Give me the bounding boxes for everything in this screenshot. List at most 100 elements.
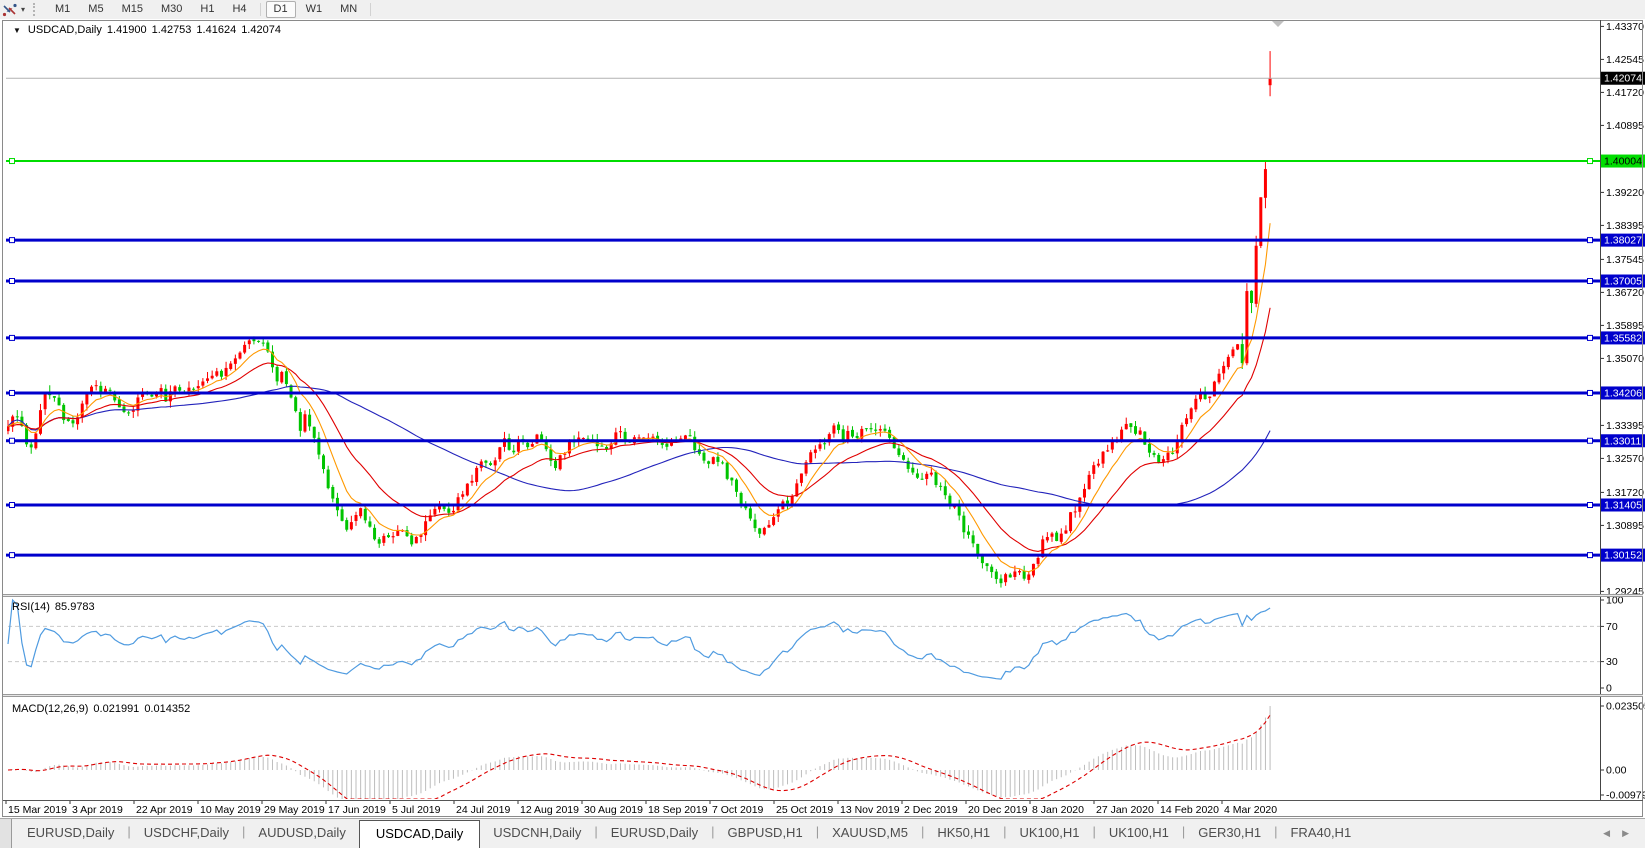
candle-body — [1129, 423, 1133, 428]
candle-body — [911, 467, 915, 473]
current-price-badge-bg — [1600, 71, 1645, 85]
tab-scroll-right-icon[interactable]: ▶ — [1622, 828, 1629, 838]
line-handle[interactable] — [9, 502, 15, 508]
tab-gbpusd-h1[interactable]: GBPUSD,H1 — [727, 825, 803, 840]
date-axis[interactable]: 15 Mar 2019 3 Apr 2019 22 Apr 2019 10 May 2… — [5, 800, 1277, 816]
tab-uk100-h1[interactable]: UK100,H1 — [1019, 825, 1080, 840]
date-label: 15 Mar 2019 — [8, 804, 67, 816]
line-handle[interactable] — [9, 334, 15, 341]
line-handle[interactable] — [9, 278, 15, 284]
tab-hk50-h1[interactable]: HK50,H1 — [937, 825, 991, 840]
chart-profile-icon[interactable] — [2, 3, 18, 17]
candle-body — [215, 371, 219, 376]
tab-audusd-daily[interactable]: AUDUSD,Daily — [258, 825, 346, 840]
macd-value-main: 0.021991 — [93, 703, 139, 715]
tab-eurusd-daily[interactable]: EURUSD,Daily — [27, 825, 115, 840]
chart-canvas[interactable]: 1.43370 1.42545 1.41720 1.40895 1.39220 1.383… — [0, 19, 1645, 819]
candle-body — [322, 455, 326, 470]
candle-body — [99, 385, 103, 395]
candle-body — [948, 495, 952, 507]
line-handle[interactable] — [1587, 437, 1593, 444]
price-tick-label: 1.43370 — [1606, 21, 1644, 33]
candle-body — [108, 389, 112, 391]
line-handle[interactable] — [1587, 278, 1593, 284]
chevron-down-icon[interactable]: ▾ — [21, 5, 26, 14]
tab-fra40-h1[interactable]: FRA40,H1 — [1290, 825, 1352, 840]
line-handle[interactable] — [9, 389, 15, 396]
open-value: 1.41900 — [106, 24, 147, 36]
candle-body — [294, 397, 298, 412]
candle-body — [809, 452, 813, 463]
timeframe-button-h1[interactable]: H1 — [200, 3, 215, 15]
line-handle[interactable] — [9, 158, 15, 165]
candle-body — [465, 483, 469, 496]
price-tick-label: 1.35895 — [1606, 320, 1644, 332]
candle-body — [1120, 429, 1124, 440]
candle-body — [141, 392, 145, 397]
price-axis[interactable]: 1.43370 1.42545 1.41720 1.40895 1.39220 1.383… — [1600, 21, 1645, 802]
panel-splitter[interactable] — [3, 694, 1643, 697]
candle-body — [345, 520, 349, 530]
candle-body — [772, 517, 776, 525]
timeframe-button-m5[interactable]: M5 — [88, 3, 104, 15]
tab-eurusd-daily[interactable]: EURUSD,Daily — [610, 825, 699, 840]
candle-body — [748, 508, 752, 519]
collapse-triangle-icon[interactable]: ▼ — [13, 25, 21, 35]
current-price-badge: 1.42074 — [1604, 73, 1642, 85]
timeframe-button-h4[interactable]: H4 — [232, 3, 247, 15]
toolbar-grip[interactable] — [33, 3, 39, 16]
candle-body — [1268, 78, 1272, 86]
timeframe-button-mn[interactable]: MN — [340, 3, 358, 15]
rsi-name: RSI(14) — [12, 601, 50, 613]
tab-scroll-left-icon[interactable]: ◀ — [1603, 828, 1611, 838]
candle-body — [1124, 423, 1128, 430]
candle-body — [331, 487, 335, 499]
tab-uk100-h1[interactable]: UK100,H1 — [1108, 825, 1169, 840]
line-handle[interactable] — [9, 437, 15, 444]
timeframe-button-d1[interactable]: D1 — [265, 1, 296, 18]
timeframe-button-m15[interactable]: M15 — [121, 3, 143, 15]
line-handle[interactable] — [1587, 389, 1593, 396]
line-handle[interactable] — [1587, 158, 1593, 165]
tab-ger30-h1[interactable]: GER30,H1 — [1198, 825, 1262, 840]
candle-body — [1096, 463, 1100, 466]
chart-shift-marker-icon[interactable] — [1272, 21, 1284, 27]
candle-body — [855, 436, 859, 438]
candle-body — [563, 453, 567, 455]
candle-body — [484, 460, 488, 463]
candle-body — [57, 397, 61, 406]
candle-body — [554, 460, 558, 469]
candle-body — [1194, 398, 1198, 410]
line-handle[interactable] — [9, 237, 15, 244]
candle-body — [929, 472, 933, 475]
candle-body — [693, 436, 697, 451]
rsi-panel — [7, 598, 1600, 680]
timeframe-button-m30[interactable]: M30 — [160, 3, 183, 15]
tab-usdchf-daily[interactable]: USDCHF,Daily — [143, 825, 230, 840]
panel-splitter[interactable] — [3, 594, 1643, 597]
price-tick-label: 1.36720 — [1606, 287, 1644, 299]
candle-body — [308, 414, 312, 427]
timeframe-button-w1[interactable]: W1 — [305, 3, 323, 15]
candle-body — [410, 535, 414, 545]
candle-body — [368, 521, 372, 527]
candle-body — [1050, 533, 1054, 537]
tab-xauusd-m5[interactable]: XAUUSD,M5 — [832, 825, 908, 840]
line-handle[interactable] — [1587, 502, 1593, 508]
candle-body — [1185, 418, 1189, 425]
candle-body — [516, 439, 520, 452]
tab-usdcad-daily[interactable]: USDCAD,Daily — [358, 820, 481, 848]
price-tick-label: 1.41720 — [1606, 87, 1644, 99]
line-handle[interactable] — [1587, 334, 1593, 341]
candle-body — [1110, 440, 1114, 450]
candle-body — [618, 431, 622, 433]
tab-stub[interactable] — [0, 819, 12, 848]
candle-body — [122, 406, 126, 413]
candle-body — [892, 437, 896, 449]
line-handle[interactable] — [1587, 552, 1593, 559]
candle-body — [90, 386, 94, 394]
line-handle[interactable] — [9, 552, 15, 559]
tab-usdcnh-daily[interactable]: USDCNH,Daily — [493, 825, 582, 840]
line-handle[interactable] — [1587, 237, 1593, 244]
timeframe-button-m1[interactable]: M1 — [55, 3, 71, 15]
